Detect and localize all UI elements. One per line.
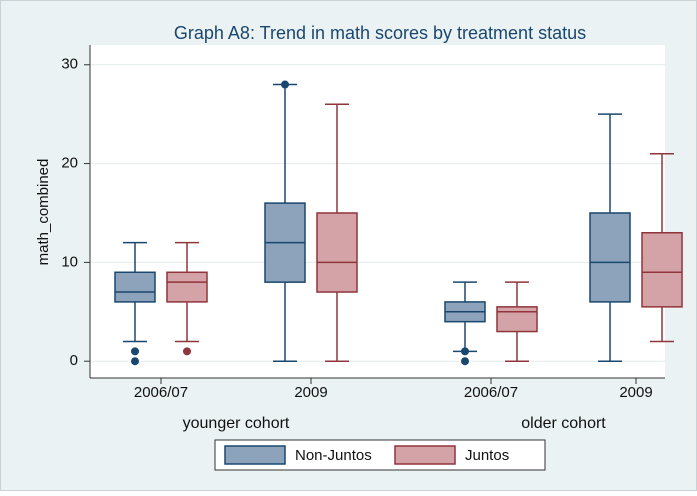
y-tick-label: 0: [70, 352, 78, 369]
y-tick-label: 30: [61, 56, 78, 73]
legend-swatch: [224, 445, 286, 465]
box: [166, 271, 208, 303]
outlier: [131, 347, 139, 356]
box: [589, 212, 631, 303]
box: [114, 271, 156, 303]
x-tick-label: 2009: [294, 384, 327, 401]
box: [496, 306, 538, 333]
outlier: [183, 347, 191, 356]
outlier: [461, 347, 469, 356]
group-label: younger cohort: [183, 415, 290, 432]
x-tick-label: 2009: [619, 384, 652, 401]
legend-label: Non-Juntos: [295, 447, 372, 464]
box: [316, 212, 358, 293]
y-axis-label: math_combined: [35, 159, 52, 266]
y-tick-label: 20: [61, 155, 78, 172]
y-tick-label: 10: [61, 253, 78, 270]
chart-title: Graph A8: Trend in math scores by treatm…: [174, 23, 586, 43]
legend-swatch: [394, 445, 456, 465]
box: [641, 231, 683, 308]
group-label: older cohort: [521, 415, 606, 432]
plot-area: [90, 45, 665, 378]
outlier: [461, 357, 469, 366]
legend-label: Juntos: [465, 447, 509, 464]
outlier: [281, 80, 289, 89]
x-tick-label: 2006/07: [464, 384, 518, 401]
x-tick-label: 2006/07: [134, 384, 188, 401]
outlier: [131, 357, 139, 366]
